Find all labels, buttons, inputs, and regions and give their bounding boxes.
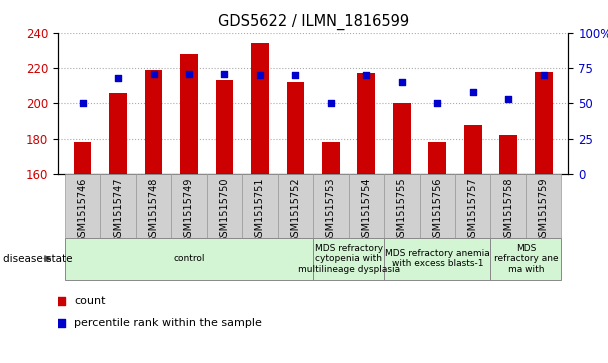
Bar [242,174,278,238]
Bar [278,174,313,238]
Bar [100,174,136,238]
Point [361,72,371,78]
Bar [455,174,491,238]
Text: count: count [74,297,106,306]
Bar [322,142,340,174]
Text: GSM1515755: GSM1515755 [397,178,407,243]
Point [539,72,548,78]
Text: MDS refractory
cytopenia with
multilineage dysplasia: MDS refractory cytopenia with multilinea… [297,244,399,274]
Text: GSM1515754: GSM1515754 [361,178,371,243]
Point [232,220,242,226]
Text: disease state: disease state [3,254,72,264]
Bar [499,135,517,174]
Bar [535,72,553,174]
Bar [251,43,269,174]
Bar [109,93,127,174]
Text: GSM1515748: GSM1515748 [148,178,159,243]
Point [232,27,242,33]
Text: GSM1515756: GSM1515756 [432,178,442,243]
Bar [216,81,233,174]
Point [78,101,88,106]
Bar [136,174,171,238]
Bar [526,174,561,238]
Bar [180,54,198,174]
Text: percentile rank within the sample: percentile rank within the sample [74,318,263,328]
Bar [313,174,348,238]
Text: MDS
refractory ane
ma with: MDS refractory ane ma with [494,244,558,274]
Point [219,71,229,77]
Point [184,71,194,77]
Text: GSM1515749: GSM1515749 [184,178,194,243]
Bar [420,174,455,238]
Text: GSM1515751: GSM1515751 [255,178,265,243]
Point [397,79,407,85]
Point [503,96,513,102]
Bar [464,125,482,174]
Point [148,71,158,77]
Title: GDS5622 / ILMN_1816599: GDS5622 / ILMN_1816599 [218,14,409,30]
Point [291,72,300,78]
Bar [384,238,491,280]
Text: MDS refractory anemia
with excess blasts-1: MDS refractory anemia with excess blasts… [385,249,489,268]
Bar [286,82,304,174]
Text: GSM1515746: GSM1515746 [78,178,88,243]
Point [113,75,123,81]
Bar [313,238,384,280]
Text: GSM1515750: GSM1515750 [219,178,229,243]
Point [326,101,336,106]
Text: control: control [173,254,205,263]
Point [468,89,477,95]
Point [255,72,265,78]
Bar [393,103,410,174]
Text: GSM1515758: GSM1515758 [503,178,513,243]
Bar [491,174,526,238]
Bar [145,70,162,174]
Bar [491,238,561,280]
Text: GSM1515757: GSM1515757 [468,178,478,243]
Point [432,101,442,106]
Bar [384,174,420,238]
Bar [429,142,446,174]
Text: GSM1515753: GSM1515753 [326,178,336,243]
Bar [65,174,100,238]
Text: GSM1515752: GSM1515752 [291,178,300,243]
Bar [74,142,91,174]
Bar [207,174,242,238]
Text: GSM1515759: GSM1515759 [539,178,548,243]
Bar [348,174,384,238]
Text: GSM1515747: GSM1515747 [113,178,123,243]
Bar [65,238,313,280]
Bar [171,174,207,238]
Bar [358,73,375,174]
